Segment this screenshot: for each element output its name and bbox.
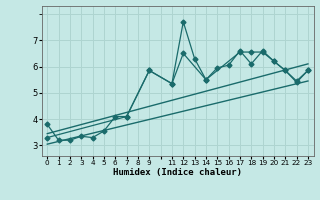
X-axis label: Humidex (Indice chaleur): Humidex (Indice chaleur) xyxy=(113,168,242,177)
